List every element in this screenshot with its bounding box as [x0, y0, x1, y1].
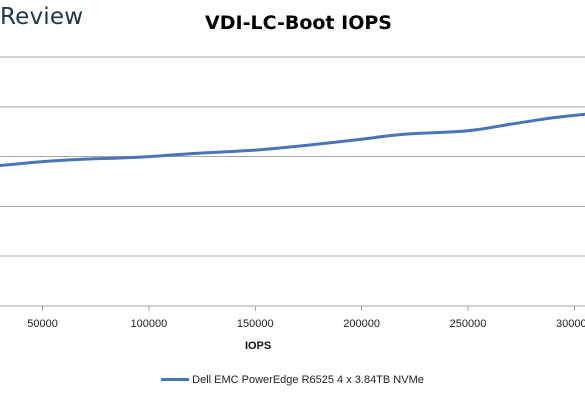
x-tick-label: 100000: [131, 318, 168, 330]
legend-series-label: Dell EMC PowerEdge R6525 4 x 3.84TB NVMe: [192, 374, 424, 386]
chart-legend: Dell EMC PowerEdge R6525 4 x 3.84TB NVMe: [0, 374, 585, 386]
x-tick-label: 150000: [237, 318, 274, 330]
x-axis-ticks: 50000 100000 150000 200000 250000 300000: [27, 306, 585, 330]
chart-title: VDI-LC-Boot IOPS: [205, 12, 392, 34]
legend-swatch: [161, 377, 190, 381]
series-layer: [0, 112, 585, 168]
series-line-0: [0, 112, 585, 168]
grid-lines: [0, 56, 585, 307]
x-axis-title: IOPS: [245, 340, 271, 352]
site-logo: Review: [0, 4, 84, 30]
x-tick-label: 200000: [343, 318, 380, 330]
x-tick-label: 50000: [27, 318, 58, 330]
x-tick-label: 300000: [556, 318, 585, 330]
x-tick-label: 250000: [450, 318, 487, 330]
